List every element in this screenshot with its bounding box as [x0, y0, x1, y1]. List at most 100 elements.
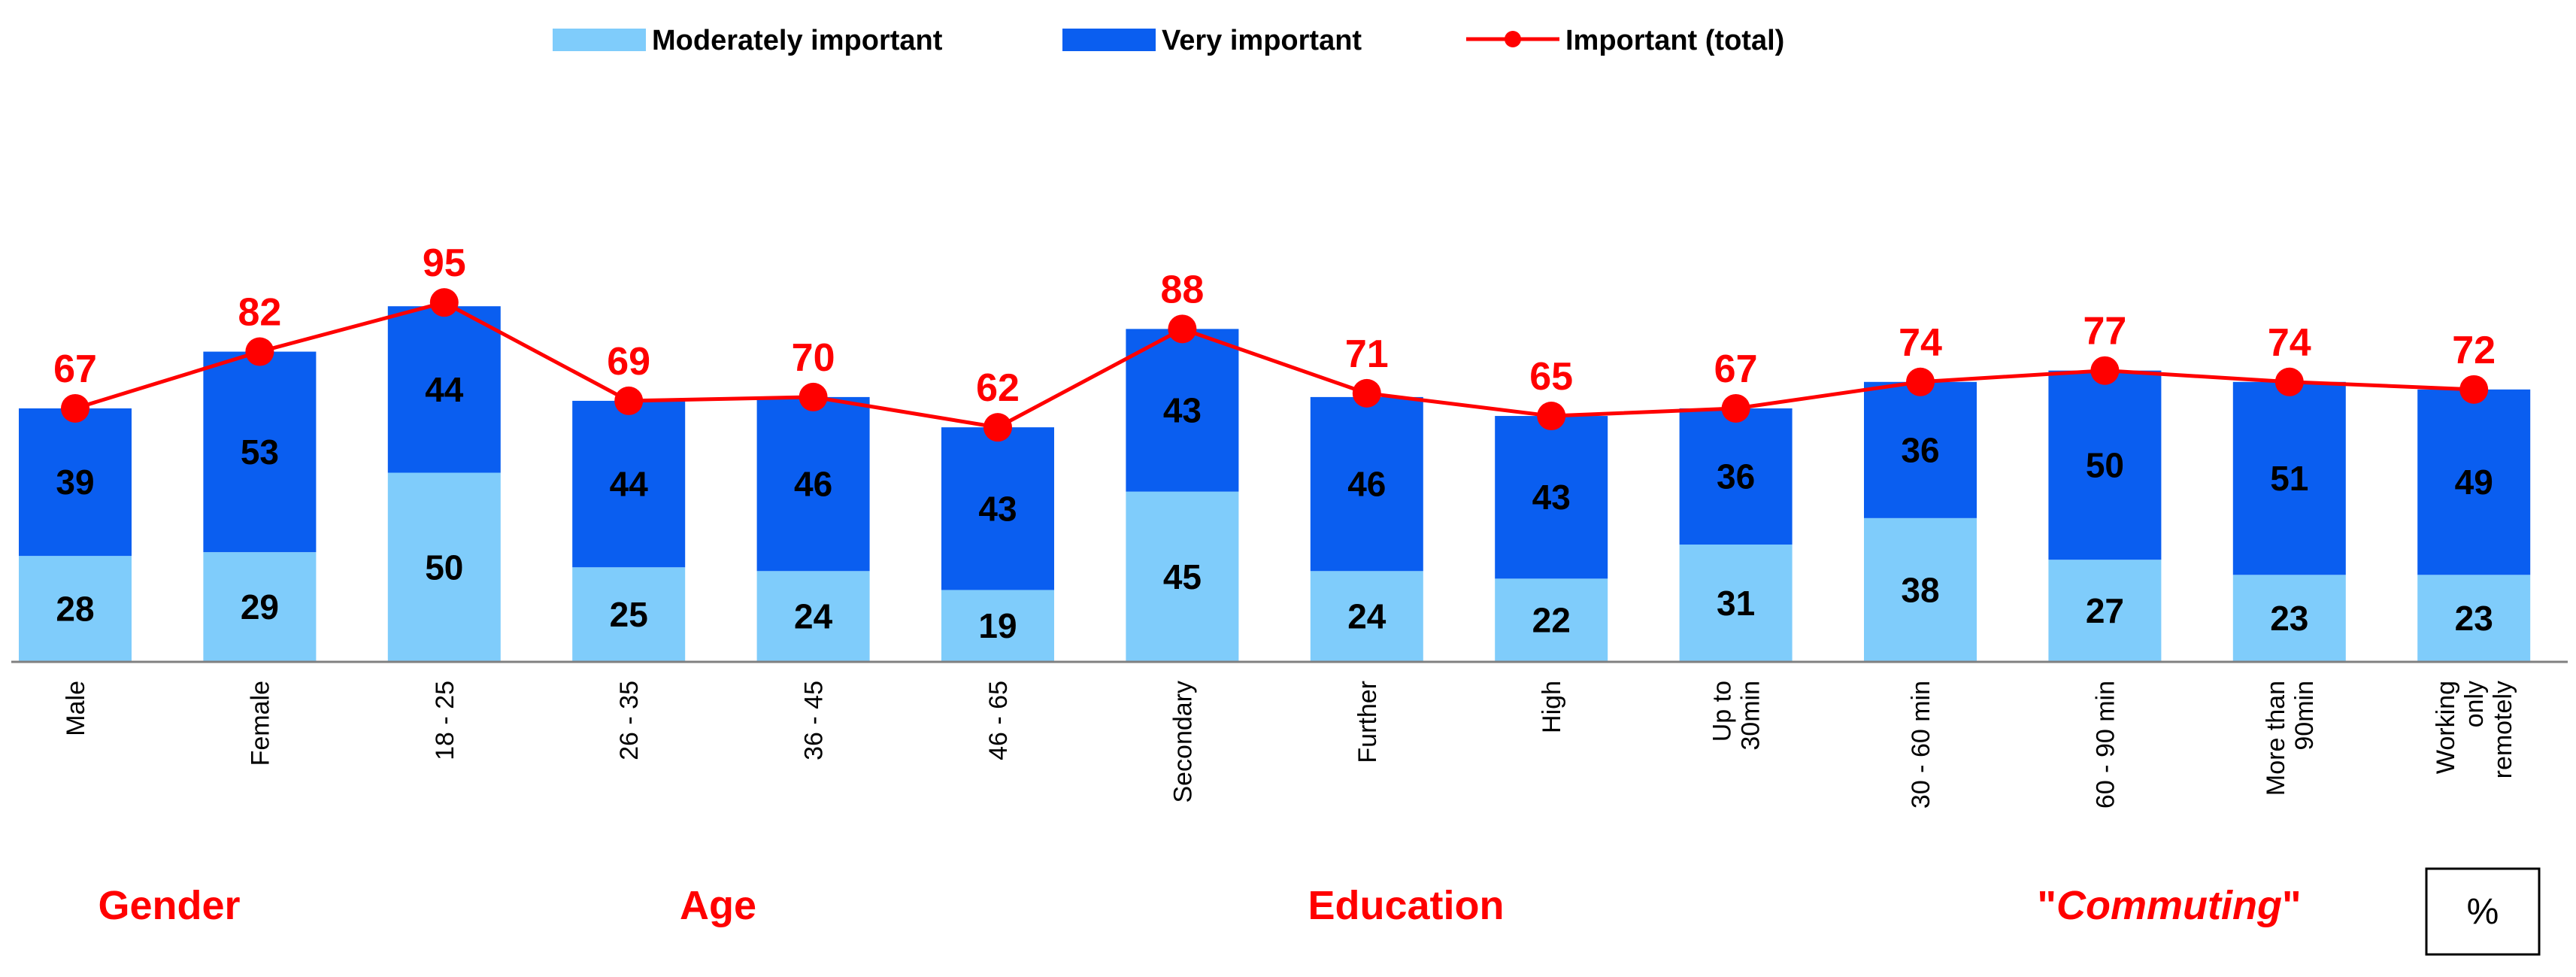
legend-item: Moderately important — [553, 25, 943, 56]
data-label-total: 67 — [53, 347, 97, 391]
bar-moderately-important — [203, 552, 317, 662]
total-marker — [2459, 375, 2489, 404]
total-marker — [2274, 367, 2304, 396]
data-label-total: 88 — [1160, 268, 1204, 311]
bar-moderately-important — [2417, 575, 2531, 662]
x-tick-label-line: 26 - 35 — [615, 681, 644, 760]
bar-moderately-important — [19, 556, 132, 662]
bar-very-important — [19, 408, 132, 557]
bar-moderately-important — [756, 571, 870, 662]
unit-box-frame — [2425, 867, 2541, 956]
x-tick-label: Up to30min — [1708, 681, 1765, 751]
bar-very-important — [2417, 389, 2531, 575]
bar-very-important — [2232, 381, 2346, 575]
total-line — [74, 300, 2474, 429]
x-tick-label: 60 - 90 min — [2091, 681, 2120, 809]
group-label-quote: " — [2282, 883, 2302, 928]
x-tick-label: Female — [246, 681, 274, 766]
data-label-total: 69 — [607, 340, 650, 384]
x-tick-label-line: 18 - 25 — [431, 681, 459, 760]
data-label-very-important: 50 — [2086, 445, 2124, 484]
data-label-moderately-important: 31 — [1717, 584, 1755, 623]
group-labels: Gender Age Education "Commuting" — [98, 883, 2301, 928]
x-tick-label-line: 30 - 60 min — [1907, 681, 1935, 809]
data-label-very-important: 36 — [1717, 457, 1755, 496]
bar-moderately-important — [1495, 578, 1608, 662]
data-label-moderately-important: 24 — [794, 597, 833, 636]
bar-moderately-important — [387, 472, 501, 662]
total-marker — [799, 382, 828, 411]
bar-moderately-important — [1126, 491, 1239, 662]
total-marker — [1906, 367, 1935, 396]
x-tick-label: 36 - 45 — [800, 681, 829, 760]
group-label: "Commuting" — [2037, 883, 2301, 928]
total-marker — [1168, 314, 1197, 344]
bar-moderately-important — [941, 590, 1054, 662]
bar-very-important — [1679, 408, 1793, 545]
data-label-total: 70 — [792, 336, 835, 380]
group-label: Gender — [98, 883, 240, 928]
total-marker — [245, 337, 274, 366]
x-tick-label-line: remotely — [2489, 681, 2517, 778]
x-tick-label: Workingonlyremotely — [2432, 681, 2517, 778]
bar-moderately-important — [572, 567, 686, 662]
x-tick-label: Secondary — [1168, 681, 1197, 803]
data-label-moderately-important: 28 — [56, 590, 94, 629]
x-tick-label-line: 36 - 45 — [800, 681, 829, 760]
group-label-quote: " — [2037, 883, 2056, 928]
data-label-moderately-important: 23 — [2270, 599, 2308, 638]
data-label-total: 95 — [423, 241, 466, 285]
data-label-very-important: 36 — [1901, 430, 1939, 469]
total-marker — [1537, 402, 1566, 431]
data-label-very-important: 49 — [2455, 463, 2493, 502]
x-tick-label: 26 - 35 — [615, 681, 644, 760]
bar-very-important — [1126, 329, 1239, 492]
x-tick-label-line: only — [2460, 681, 2489, 727]
data-label-very-important: 44 — [610, 465, 649, 504]
data-label-total: 65 — [1529, 355, 1573, 399]
x-tick-label: 18 - 25 — [431, 681, 459, 760]
legend-label: Moderately important — [652, 25, 943, 56]
legend: Moderately important Very important Import… — [553, 25, 1784, 56]
legend-label: Very important — [1162, 25, 1362, 56]
data-label-very-important: 43 — [1163, 391, 1202, 430]
x-tick-label: 46 - 65 — [984, 681, 1013, 760]
data-label-moderately-important: 22 — [1532, 601, 1571, 640]
total-marker — [983, 413, 1012, 442]
bar-very-important — [756, 396, 870, 572]
group-label: Education — [1308, 883, 1504, 928]
data-label-total: 74 — [2268, 321, 2311, 365]
x-tick-label: More than90min — [2262, 681, 2319, 796]
data-label-very-important: 43 — [1532, 478, 1571, 517]
data-label-moderately-important: 27 — [2086, 591, 2124, 630]
data-label-very-important: 43 — [978, 489, 1017, 528]
x-tick-label: Further — [1353, 681, 1382, 763]
data-label-moderately-important: 25 — [610, 595, 648, 634]
data-label-very-important: 51 — [2270, 459, 2308, 498]
x-axis: Male Female 18 - 25 26 - 35 36 - 45 46 - 65 Se… — [11, 660, 2568, 809]
group-label: Age — [680, 883, 756, 928]
bar-very-important — [203, 351, 317, 553]
legend-item: Important (total) — [1466, 25, 1784, 56]
data-label-moderately-important: 50 — [425, 548, 463, 587]
data-label-moderately-important: 19 — [978, 606, 1017, 645]
legend-swatch — [1062, 29, 1156, 51]
total-marker — [614, 386, 644, 415]
group-label-text: Commuting — [2056, 883, 2282, 928]
data-label-moderately-important: 23 — [2455, 599, 2493, 638]
total-line-layer: 67 82 95 69 70 62 88 71 65 67 74 77 74 72 — [53, 241, 2496, 442]
data-label-very-important: 44 — [425, 370, 464, 409]
x-tick-label-line: High — [1538, 681, 1566, 733]
bar-very-important — [2048, 370, 2162, 560]
data-label-total: 72 — [2452, 329, 2496, 372]
bar-moderately-important — [2232, 575, 2346, 662]
bar-very-important — [1864, 381, 1977, 518]
data-label-very-important: 39 — [56, 463, 94, 502]
total-marker — [2090, 356, 2120, 385]
data-label-very-important: 53 — [241, 432, 279, 472]
x-tick-label-line: Working — [2432, 681, 2460, 774]
data-label-total: 67 — [1714, 347, 1758, 391]
data-label-moderately-important: 45 — [1163, 557, 1202, 596]
x-tick-label-line: Male — [62, 681, 90, 736]
